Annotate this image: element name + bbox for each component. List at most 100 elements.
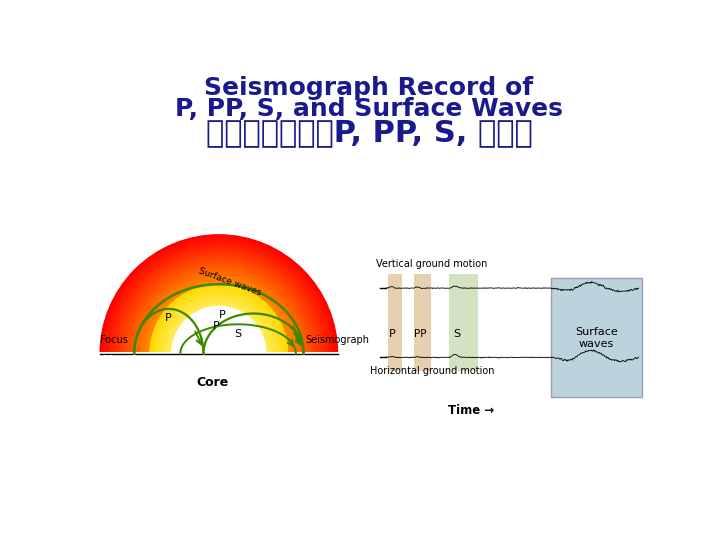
Wedge shape — [180, 314, 258, 354]
Wedge shape — [136, 271, 301, 354]
Wedge shape — [150, 284, 288, 354]
Wedge shape — [157, 292, 281, 354]
Wedge shape — [112, 246, 326, 354]
Wedge shape — [176, 310, 262, 354]
Wedge shape — [160, 294, 278, 354]
Wedge shape — [189, 325, 248, 354]
Wedge shape — [148, 282, 290, 354]
Wedge shape — [117, 252, 321, 354]
Wedge shape — [112, 247, 325, 354]
Wedge shape — [134, 268, 304, 354]
Wedge shape — [173, 307, 265, 354]
Wedge shape — [133, 268, 305, 354]
Wedge shape — [185, 320, 252, 354]
Wedge shape — [130, 265, 307, 354]
Wedge shape — [104, 238, 334, 354]
Wedge shape — [131, 266, 306, 354]
Text: Seismograph Record of: Seismograph Record of — [204, 76, 534, 100]
Text: Time →: Time → — [448, 404, 494, 417]
Text: Vertical ground motion: Vertical ground motion — [377, 259, 488, 268]
Text: Core: Core — [197, 376, 229, 389]
Wedge shape — [109, 244, 329, 354]
Wedge shape — [163, 297, 275, 354]
Text: S: S — [234, 329, 241, 339]
Wedge shape — [167, 301, 271, 354]
Wedge shape — [151, 286, 287, 354]
Wedge shape — [117, 252, 320, 354]
Wedge shape — [104, 239, 333, 354]
Wedge shape — [133, 267, 305, 354]
Wedge shape — [158, 293, 279, 354]
Bar — [388, 274, 402, 372]
Wedge shape — [114, 248, 324, 354]
Wedge shape — [111, 245, 327, 354]
Text: Horizontal ground motion: Horizontal ground motion — [370, 366, 495, 376]
Wedge shape — [141, 275, 297, 354]
Wedge shape — [138, 272, 300, 354]
Wedge shape — [145, 279, 293, 354]
Wedge shape — [126, 261, 312, 354]
Wedge shape — [181, 316, 256, 354]
Wedge shape — [153, 287, 285, 354]
Wedge shape — [142, 276, 296, 354]
Wedge shape — [107, 241, 331, 354]
Wedge shape — [101, 236, 337, 354]
Wedge shape — [121, 256, 317, 354]
Wedge shape — [140, 275, 298, 354]
Wedge shape — [99, 234, 338, 354]
Wedge shape — [147, 282, 291, 354]
Wedge shape — [132, 267, 306, 354]
Wedge shape — [116, 251, 322, 354]
Wedge shape — [135, 269, 303, 354]
Text: PP: PP — [415, 329, 427, 339]
Text: P, PP, S, and Surface Waves: P, PP, S, and Surface Waves — [175, 97, 563, 120]
Wedge shape — [107, 242, 330, 354]
Wedge shape — [122, 257, 315, 354]
Wedge shape — [109, 244, 328, 354]
Wedge shape — [143, 278, 294, 354]
Wedge shape — [171, 306, 266, 354]
Text: Mantle: Mantle — [104, 355, 144, 365]
Wedge shape — [154, 288, 284, 354]
Wedge shape — [164, 299, 274, 354]
Wedge shape — [112, 247, 325, 354]
Wedge shape — [120, 255, 318, 354]
Wedge shape — [123, 258, 315, 354]
Wedge shape — [128, 262, 310, 354]
Wedge shape — [110, 245, 328, 354]
Wedge shape — [131, 266, 307, 354]
Wedge shape — [111, 246, 327, 354]
Text: Seismograph: Seismograph — [305, 335, 369, 345]
Wedge shape — [100, 235, 338, 354]
Text: S: S — [454, 329, 461, 339]
Wedge shape — [103, 238, 335, 354]
Text: Focus: Focus — [100, 335, 128, 345]
Wedge shape — [114, 249, 323, 354]
Wedge shape — [161, 296, 276, 354]
Wedge shape — [137, 272, 301, 354]
Wedge shape — [127, 261, 311, 354]
Wedge shape — [156, 290, 282, 354]
Wedge shape — [118, 253, 320, 354]
Wedge shape — [186, 321, 251, 354]
Text: P: P — [389, 329, 396, 339]
Wedge shape — [148, 284, 289, 354]
Wedge shape — [102, 236, 336, 354]
Wedge shape — [174, 309, 264, 354]
Wedge shape — [117, 252, 320, 354]
Text: Surface
waves: Surface waves — [575, 327, 618, 348]
Wedge shape — [138, 273, 300, 354]
Wedge shape — [150, 284, 288, 354]
Wedge shape — [119, 253, 319, 354]
Wedge shape — [136, 271, 302, 354]
Wedge shape — [139, 274, 299, 354]
Wedge shape — [146, 281, 292, 354]
Wedge shape — [128, 263, 310, 354]
Wedge shape — [140, 274, 298, 354]
Wedge shape — [124, 259, 314, 354]
Wedge shape — [122, 258, 315, 354]
Text: P: P — [212, 321, 220, 331]
Wedge shape — [143, 277, 295, 354]
Wedge shape — [141, 276, 296, 354]
Wedge shape — [135, 270, 302, 354]
